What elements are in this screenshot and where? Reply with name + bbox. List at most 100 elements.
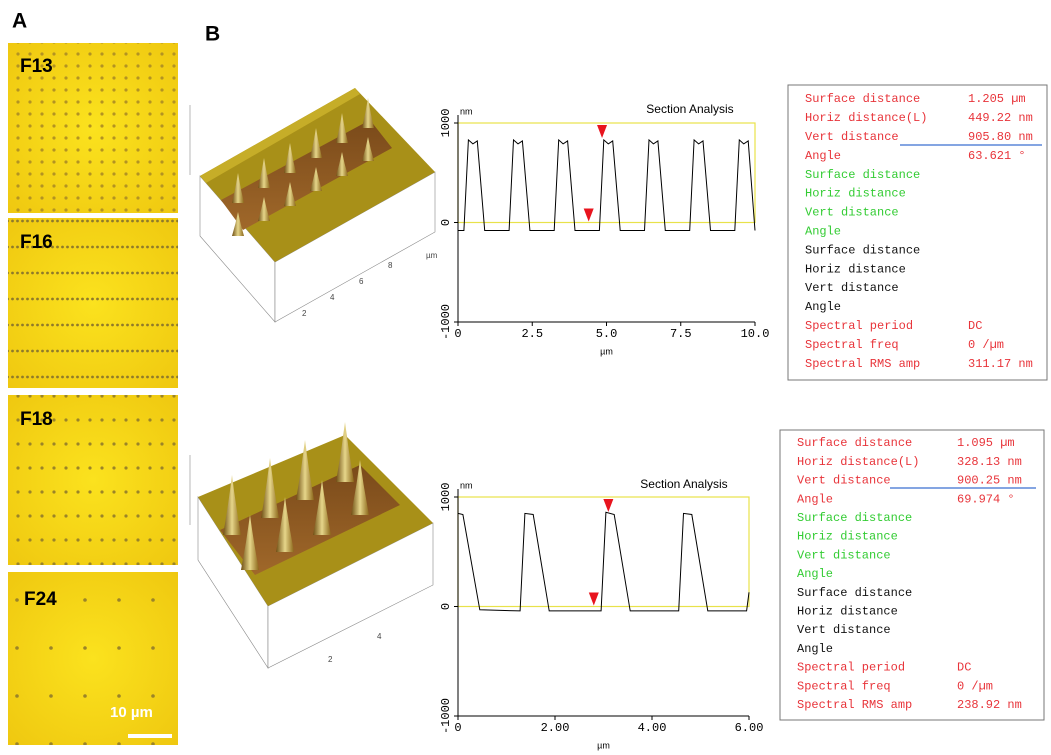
x-label: µm [600,346,613,356]
scale-bar-label: 10 µm [110,704,153,721]
row-label: Spectral period [797,661,905,675]
y-unit: nm [460,480,473,490]
surface-tick: 2 [328,655,333,664]
y-tick-label: 0 [439,219,453,226]
x-label: µm [597,740,610,750]
peak [284,182,296,206]
image-label: F18 [20,409,53,430]
row-value: 900.25 nm [957,474,1022,488]
surface-tick: 4 [330,293,335,302]
surface-tick: 4 [377,632,382,641]
y-tick-label: 0 [439,603,453,610]
row-label: Angle [797,492,833,506]
row-label: Horiz distance(L) [797,455,919,469]
peak [336,152,348,176]
peak [241,515,259,570]
peak [336,422,354,482]
peak [351,460,369,515]
y-tick-label: -1000 [439,698,453,734]
row-value: 1.205 µm [968,92,1026,106]
peak [223,475,241,535]
row-label: Horiz distance [805,262,906,276]
row-label: Vert distance [805,206,899,220]
x-tick-label: 6.00 [735,721,764,735]
profile-line [458,138,756,231]
scale-bar [128,734,172,738]
peak [310,167,322,191]
x-tick-label: 5.0 [596,327,618,341]
row-label: Vert distance [797,474,891,488]
row-label: Vert distance [805,281,899,295]
row-value: DC [968,319,982,333]
surface-peaks [232,98,374,236]
x-tick-label: 2.5 [521,327,543,341]
panel-label: A [12,10,27,33]
y-tick-label: -1000 [439,304,453,340]
row-label: Horiz distance [797,530,898,544]
cursor [588,592,599,606]
peak [232,212,244,236]
x-tick-label: 4.00 [638,721,667,735]
x-tick-label: 2.00 [541,721,570,735]
peak [258,197,270,221]
row-value: 905.80 nm [968,130,1033,144]
row-value: 238.92 nm [957,698,1022,712]
row-label: Spectral freq [797,679,891,693]
cursor [597,125,608,138]
row-value: 0 /µm [957,679,993,693]
row-value: DC [957,661,971,675]
x-tick-label: 7.5 [670,327,692,341]
row-label: Angle [797,642,833,656]
image-label: F13 [20,56,53,77]
row-label: Surface distance [805,92,920,106]
surface-tick: 2 [302,309,307,318]
peak [362,98,374,128]
reference-frame [457,122,756,224]
surface-tick: 6 [359,277,364,286]
row-label: Surface distance [797,436,912,450]
row-value: 311.17 nm [968,357,1033,371]
y-tick-label: 1000 [439,109,453,138]
row-label: Angle [805,149,841,163]
surface-axis: 2 4 6 8 µm [302,251,438,318]
x-tick-label: 0 [454,721,461,735]
x-tick-label: 0 [454,327,461,341]
y-tick-label: 1000 [439,483,453,512]
row-label: Surface distance [797,586,912,600]
y-unit: nm [460,106,473,116]
row-label: Surface distance [805,168,920,182]
peak [284,143,296,173]
row-label: Vert distance [805,130,899,144]
row-label: Surface distance [797,511,912,525]
row-label: Angle [805,300,841,314]
chart-title: Section Analysis [646,102,733,116]
row-label: Spectral RMS amp [805,357,920,371]
row-label: Horiz distance(L) [805,111,927,125]
surface-3d [189,88,436,323]
row-value: 69.974 ° [957,492,1015,506]
peak [261,458,279,518]
row-value: 328.13 nm [957,455,1022,469]
row-label: Spectral RMS amp [797,698,912,712]
x-tick-label: 10.0 [741,327,770,341]
peak [296,440,314,500]
row-label: Angle [797,567,833,581]
peak [276,497,294,552]
row-label: Surface distance [805,243,920,257]
image-label: F24 [24,589,57,610]
image-label: F16 [20,232,53,253]
peak [313,480,331,535]
row-label: Angle [805,224,841,238]
row-value: 63.621 ° [968,149,1026,163]
row-label: Spectral period [805,319,913,333]
table-frame [787,84,1048,381]
peak [232,173,244,203]
surface-peaks [223,422,369,570]
table-frame [779,429,1045,721]
row-label: Vert distance [797,548,891,562]
surface-3d [189,435,434,670]
surface-tick: 8 [388,261,393,270]
row-label: Horiz distance [797,604,898,618]
